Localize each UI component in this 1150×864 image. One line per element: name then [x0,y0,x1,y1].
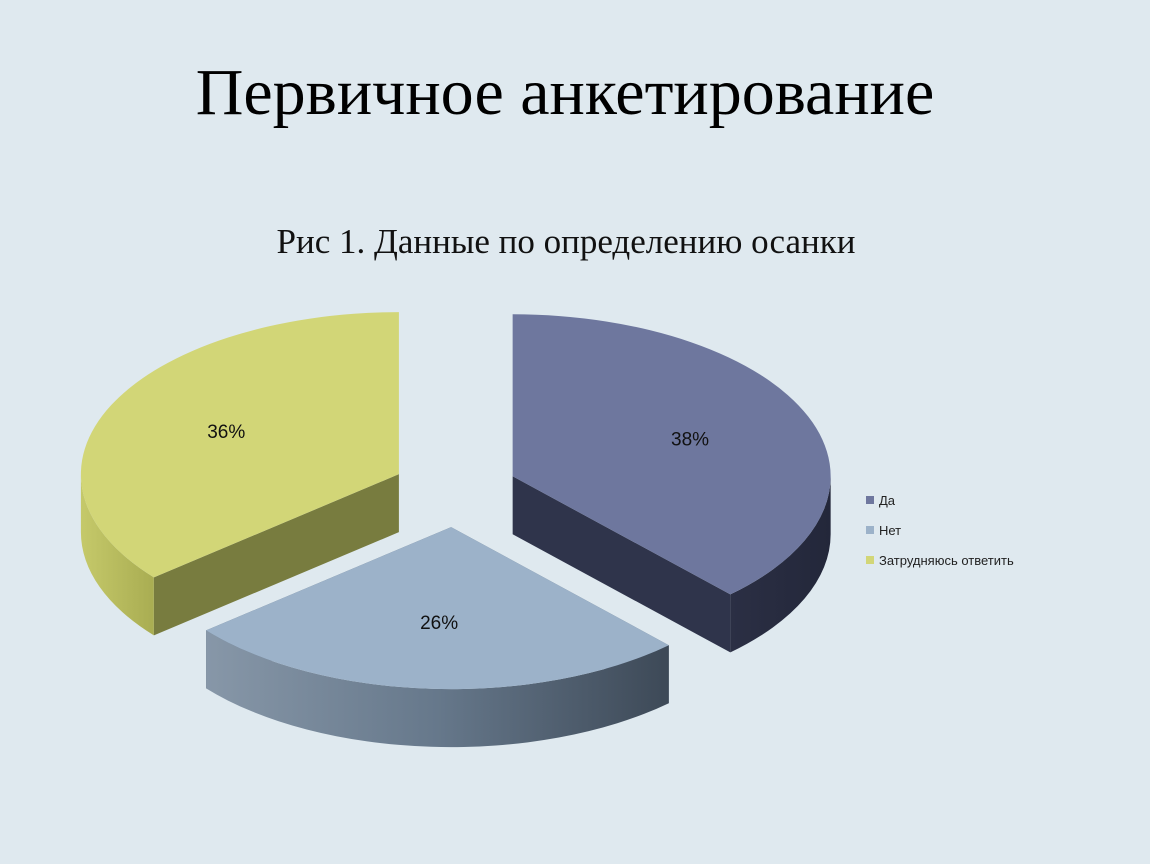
legend-swatch [866,556,874,564]
legend-swatch [866,526,874,534]
pie-slice-wall [153,474,399,636]
pie-slice-top [206,527,669,690]
legend-item-da: Да [866,492,1014,508]
legend-label: Нет [879,522,902,538]
data-label-zatrudnyayus: 36% [207,422,245,443]
pie-slice-side [206,630,669,748]
slide-title: Первичное анкетирование [195,56,935,129]
legend-swatch [866,496,874,504]
pie-slice-da: 38% [512,314,831,653]
legend-item-net: Нет [866,522,1014,538]
pie-slice-top [80,312,399,578]
legend-label: Да [879,492,896,508]
data-label-da: 38% [671,430,709,451]
pie-slice-side [80,474,154,636]
legend-item-zatrudnyayus: Затрудняюсь ответить [866,552,1014,568]
pie-slice-net: 26% [206,527,669,748]
legend-label: Затрудняюсь ответить [879,552,1014,568]
chart-caption: Рис 1. Данные по определению осанки [276,222,856,261]
pie-slice-wall [512,476,731,653]
pie-slice-top [512,314,831,595]
data-label-net: 26% [420,613,458,634]
pie-slice-side [730,476,831,653]
pie-slice-zatrudnyayus: 36% [80,312,399,636]
chart-legend: Да Нет Затрудняюсь ответить [866,492,1014,582]
